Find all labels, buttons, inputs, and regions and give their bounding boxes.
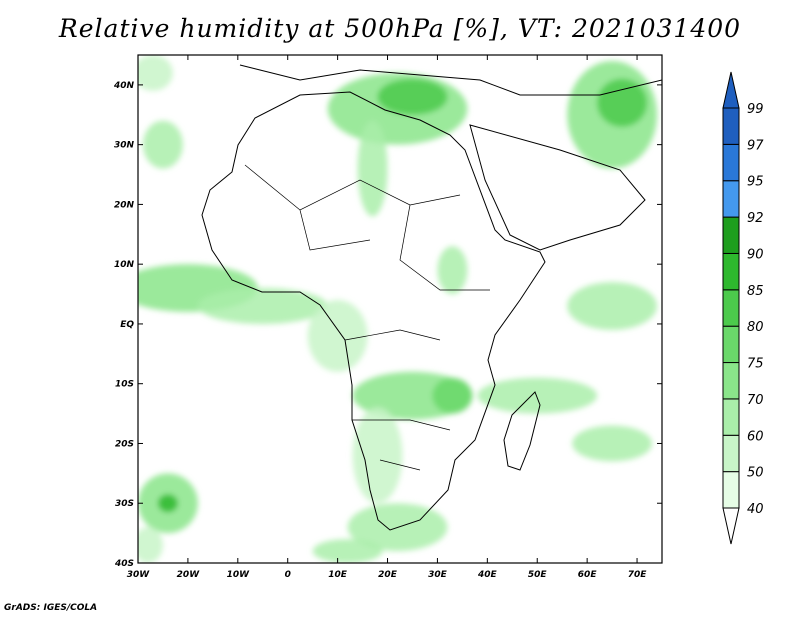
colorbar-label: 92 [747,211,764,226]
humidity-region [138,527,163,563]
colorbar-box [722,216,740,254]
europe-coastline [239,64,662,96]
colorbar-box [722,325,740,364]
humidity-region [352,407,403,504]
lat-tick-label: EQ [120,320,134,330]
arabia-coastline [469,124,646,251]
humidity-region [138,55,173,91]
colorbar-box [722,143,740,182]
lat-tick-label: 10N [114,260,135,270]
grads-credit: GrADS: IGES/COLA [4,603,98,613]
humidity-region [142,120,183,169]
africa-coastline [201,91,546,531]
coastlines [201,64,662,531]
humidity-region [597,78,648,127]
lat-tick-label: 20N [114,200,135,210]
lon-tick-label: 40E [477,570,498,580]
humidity-region [477,377,598,414]
colorbar-box [722,289,740,327]
lat-tick-label: 30N [114,141,135,151]
colorbar-box [722,471,740,509]
humidity-region [197,288,328,324]
colorbar-label: 85 [747,284,764,299]
humidity-region [377,78,448,115]
colorbar-label: 75 [747,357,764,372]
colorbar-box [722,180,740,218]
lat-tick-label: 20S [115,439,134,449]
colorbar-label: 95 [747,175,764,190]
lat-tick-label: 30S [115,499,134,509]
humidity-region [157,494,178,513]
longitude-ticks: 30W 20W 10W 0 10E 20E 30E 40E 50E 60E 70E [127,55,647,580]
lon-tick-label: 10W [227,570,251,580]
humidity-region [437,246,468,295]
colorbar-label: 40 [747,502,764,517]
colorbar-label: 70 [747,393,764,408]
lat-tick-label: 10S [115,380,134,390]
humidity-field [138,55,658,563]
colorbar-label: 90 [747,247,764,262]
plot-frame [137,54,663,564]
colorbar-label: 99 [747,102,764,117]
humidity-region [567,282,658,330]
humidity-region [572,425,653,462]
colorbar-box [722,398,740,436]
humidity-region [432,377,473,414]
map-title: Relative humidity at 500hPa [%], VT: 202… [58,14,742,43]
humidity-region [312,539,383,563]
border-lines [244,164,490,471]
humidity-region [357,120,388,217]
colorbar: 40 50 60 70 75 80 85 90 92 95 97 99 [722,71,764,545]
colorbar-label: 97 [747,138,764,153]
lon-tick-label: 30W [127,570,151,580]
colorbar-top-triangle [722,71,740,109]
lon-tick-label: 70E [628,570,648,580]
colorbar-label: 60 [747,429,764,444]
lon-tick-label: 20E [378,570,398,580]
colorbar-box [722,362,740,400]
colorbar-label: 80 [747,320,764,335]
madagascar-coastline [503,391,541,471]
lon-tick-label: 0 [285,570,291,580]
colorbar-bottom-triangle [722,507,740,545]
colorbar-box [722,434,740,473]
lon-tick-label: 50E [528,570,548,580]
lat-tick-label: 40N [113,81,135,91]
lat-tick-label: 40S [114,559,134,569]
colorbar-label: 50 [747,466,764,481]
lon-tick-label: 60E [578,570,598,580]
colorbar-box [722,252,740,291]
lon-tick-label: 30E [428,570,448,580]
colorbar-box [722,107,740,145]
humidity-region [307,300,368,372]
latitude-ticks: 40N 30N 20N 10N EQ 10S 20S 30S 40S [113,81,662,569]
lon-tick-label: 10E [328,570,348,580]
lon-tick-label: 20W [177,570,201,580]
